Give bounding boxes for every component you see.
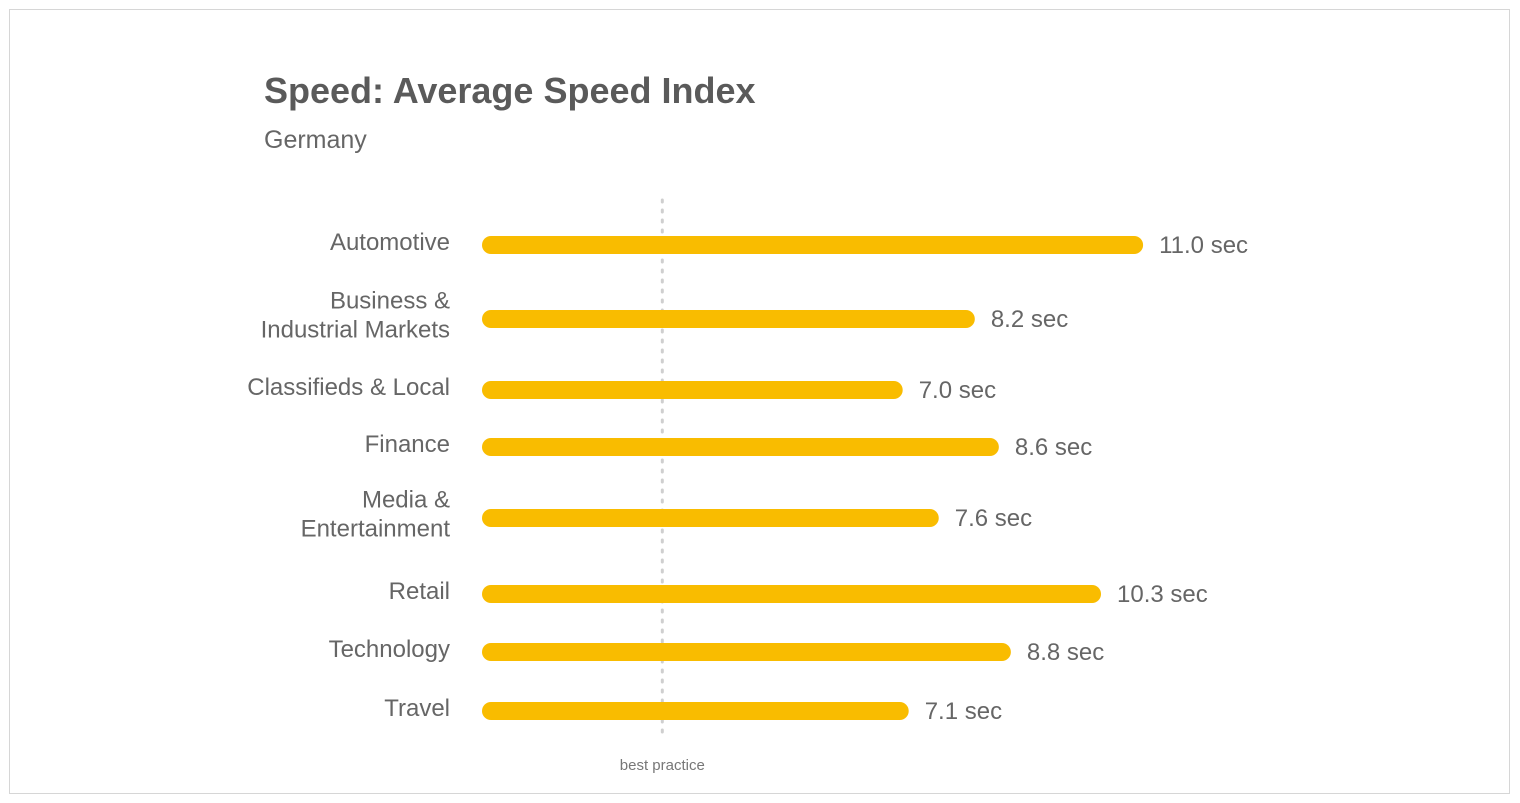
- category-label: Media &: [362, 487, 450, 514]
- category-label: Technology: [329, 636, 450, 663]
- value-label: 7.0 sec: [919, 377, 996, 404]
- bar: [482, 702, 909, 720]
- bar: [482, 438, 999, 456]
- category-label: Business &: [330, 288, 450, 315]
- value-label: 8.6 sec: [1015, 434, 1092, 461]
- bar: [482, 310, 975, 328]
- bar: [482, 585, 1102, 603]
- value-label: 10.3 sec: [1117, 581, 1208, 608]
- bar: [482, 236, 1144, 254]
- category-label: Automotive: [330, 229, 450, 256]
- bar: [482, 381, 903, 399]
- category-label: Retail: [389, 578, 450, 605]
- chart-frame: [9, 9, 1510, 794]
- bar: [482, 509, 939, 527]
- chart-title: Speed: Average Speed Index: [264, 70, 756, 111]
- bar: [482, 643, 1011, 661]
- chart-subtitle: Germany: [264, 126, 367, 154]
- value-label: 11.0 sec: [1159, 232, 1248, 259]
- category-label: Finance: [365, 431, 450, 458]
- category-label: Travel: [384, 695, 450, 722]
- category-label: Entertainment: [301, 516, 451, 543]
- value-label: 8.2 sec: [991, 306, 1068, 333]
- category-label: Classifieds & Local: [247, 374, 450, 401]
- value-label: 8.8 sec: [1027, 639, 1104, 666]
- category-label: Industrial Markets: [261, 317, 450, 344]
- value-label: 7.6 sec: [955, 505, 1032, 532]
- best-practice-label: best practice: [620, 757, 705, 774]
- value-label: 7.1 sec: [925, 698, 1002, 725]
